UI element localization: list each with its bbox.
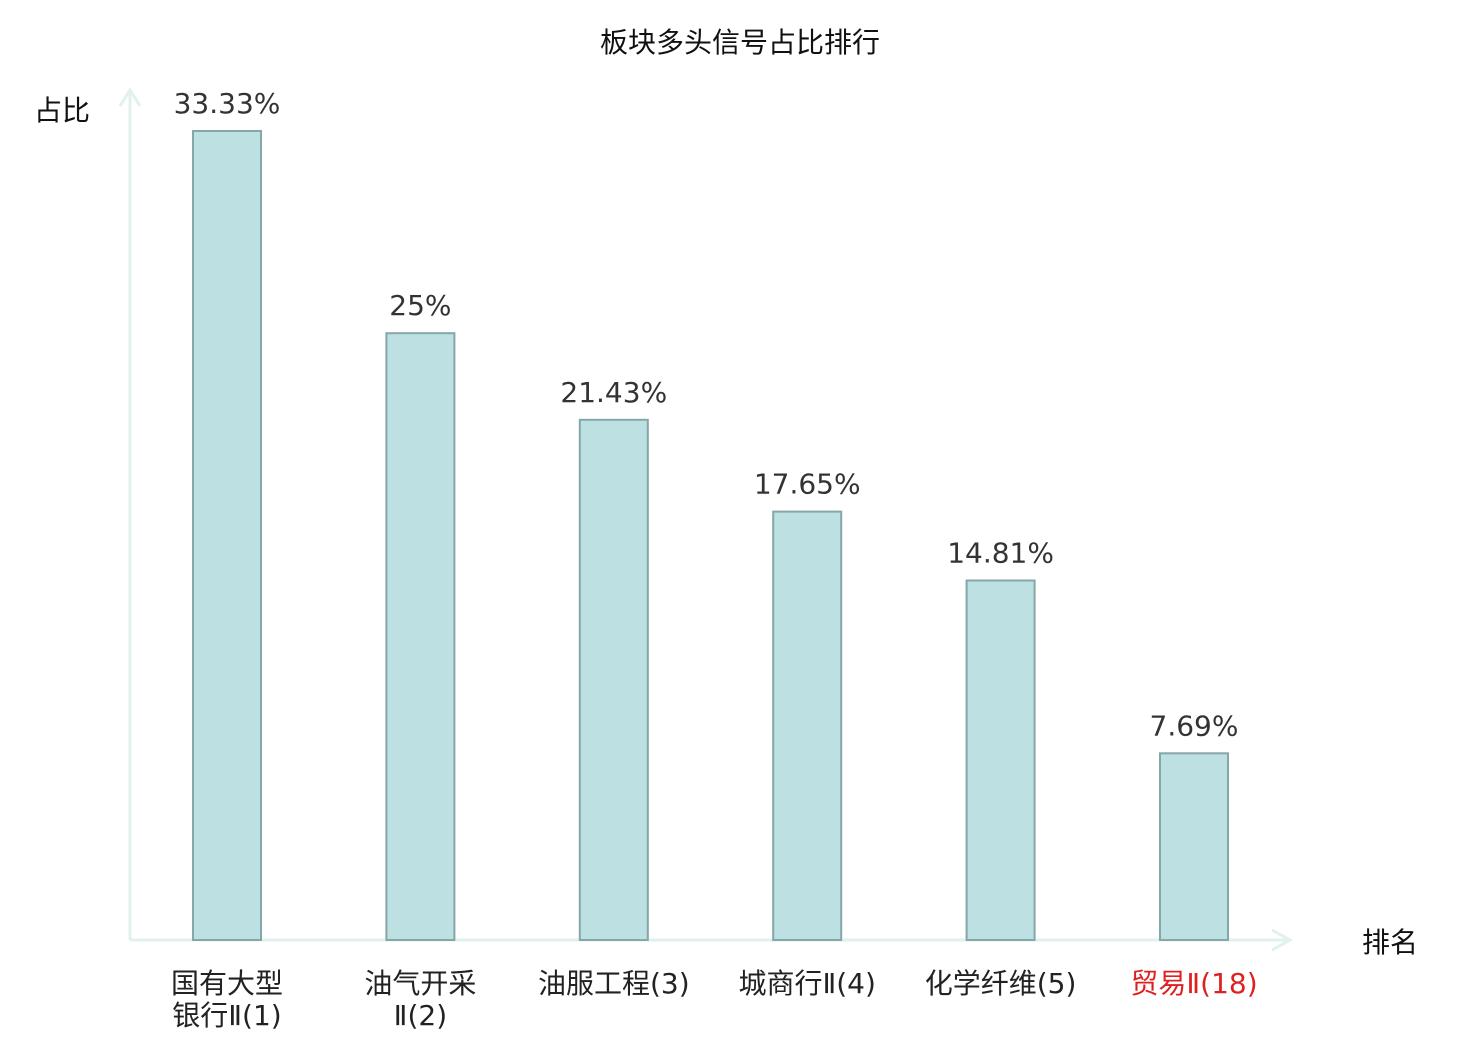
category-label-6: 贸易Ⅱ(18) bbox=[1130, 967, 1257, 1000]
bar-5 bbox=[965, 579, 1036, 941]
value-label-1: 33.33% bbox=[174, 87, 281, 120]
bar-series bbox=[192, 130, 1229, 941]
category-label-3: 油服工程(3) bbox=[538, 967, 690, 1000]
bar-4 bbox=[772, 510, 843, 941]
value-label-3: 21.43% bbox=[560, 376, 667, 409]
category-label-5: 化学纤维(5) bbox=[925, 967, 1077, 1000]
x-axis-label: 排名 bbox=[1362, 926, 1418, 959]
bar-2 bbox=[385, 332, 456, 941]
value-labels: 33.33% 25% 21.43% 17.65% 14.81% 7.69% bbox=[174, 87, 1239, 742]
y-axis-arrow bbox=[118, 87, 142, 107]
y-axis-label: 占比 bbox=[34, 94, 90, 127]
value-label-5: 14.81% bbox=[947, 537, 1054, 570]
category-label-1: 国有大型银行Ⅱ(1) bbox=[171, 967, 283, 1032]
category-label-4: 城商行Ⅱ(4) bbox=[738, 967, 875, 1000]
bar-3 bbox=[578, 418, 649, 941]
value-label-4: 17.65% bbox=[754, 468, 861, 501]
value-label-6: 7.69% bbox=[1150, 709, 1239, 742]
category-label-2: 油气开采 Ⅱ(2) bbox=[364, 967, 476, 1032]
bar-6 bbox=[1159, 752, 1229, 941]
chart-title: 板块多头信号占比排行 bbox=[600, 26, 880, 59]
category-labels: 国有大型银行Ⅱ(1) 油气开采 Ⅱ(2) 油服工程(3) 城商行Ⅱ(4) 化学纤维(5) 贸… bbox=[171, 967, 1258, 1032]
value-label-2: 25% bbox=[389, 289, 451, 322]
bar-1 bbox=[192, 130, 262, 941]
x-axis-arrow bbox=[1271, 928, 1294, 952]
